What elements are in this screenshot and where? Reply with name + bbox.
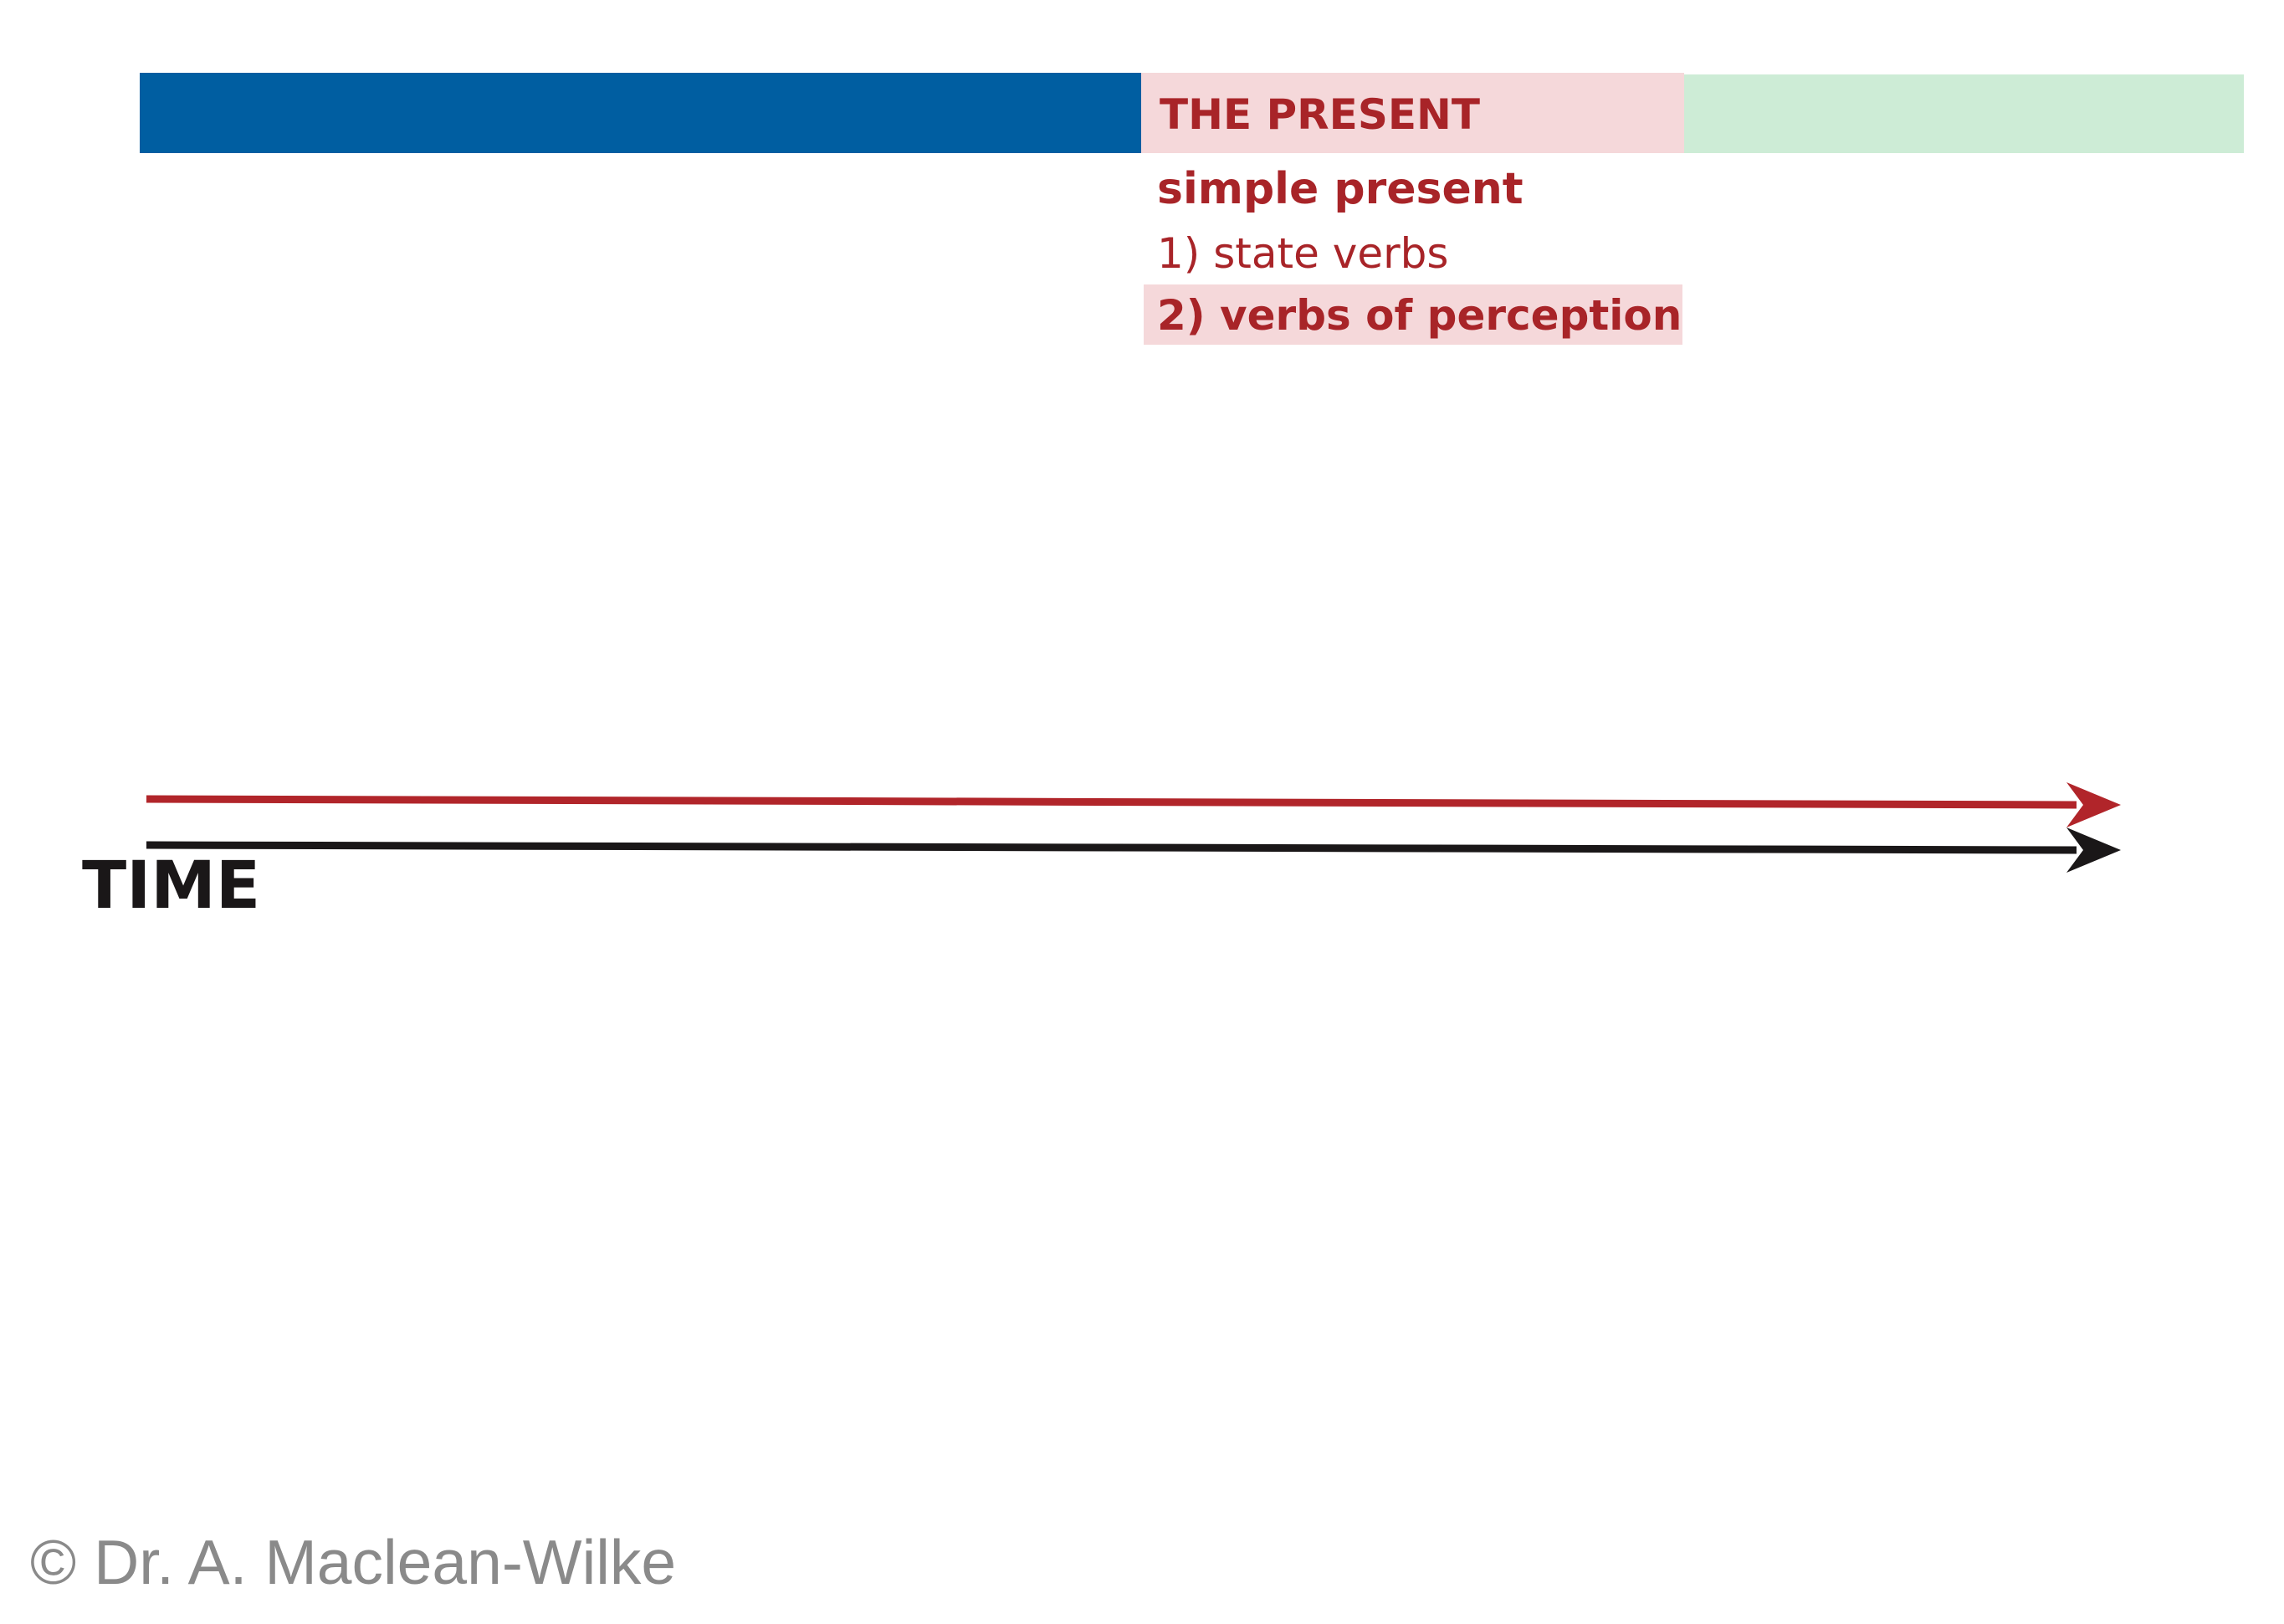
present-title: THE PRESENT — [1160, 90, 1480, 139]
present-band — [1141, 73, 1684, 153]
present-arrow — [146, 782, 2121, 827]
time-arrow — [146, 827, 2121, 873]
copyright-notice: © Dr. A. Maclean-Wilke — [30, 1527, 677, 1597]
highlight-box — [1144, 284, 1682, 345]
present-subtitle: simple present — [1157, 164, 1524, 214]
past-band — [140, 73, 1141, 153]
present-item-verbs-of-perception: 2) verbs of perception — [1157, 291, 1682, 340]
time-label: TIME — [82, 848, 261, 924]
present-item-state-verbs: 1) state verbs — [1157, 229, 1449, 278]
future-band — [1684, 74, 2244, 153]
